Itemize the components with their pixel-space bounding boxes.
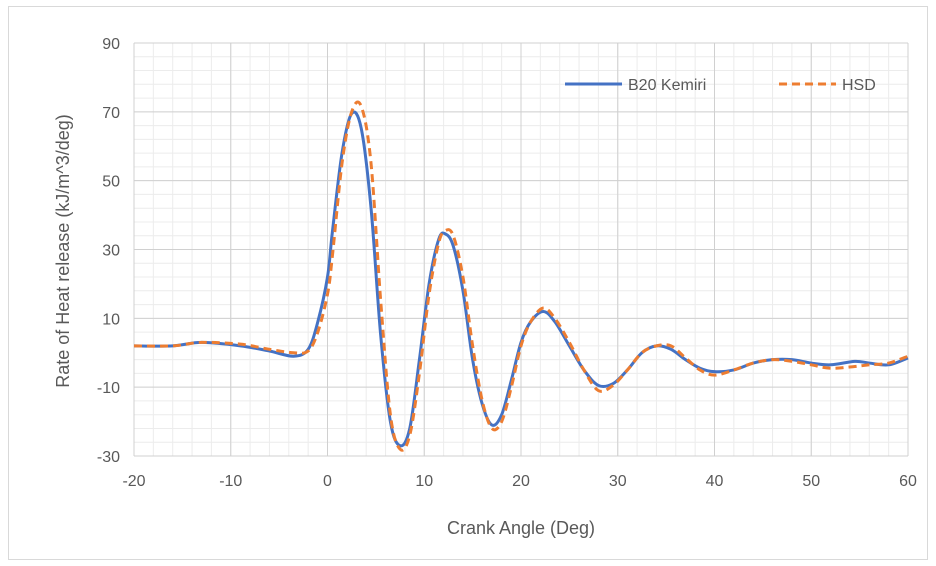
plot-series [133,100,909,452]
x-axis-ticks: -20 -10 0 10 20 30 40 50 60 [122,473,917,490]
legend-label-hsd: HSD [842,77,876,94]
y-tick-label: 30 [102,243,120,260]
x-tick-label: 30 [609,473,627,490]
legend-label-b20-kemiri: B20 Kemiri [628,77,706,94]
x-tick-label: 10 [415,473,433,490]
series-line-b20-kemiri [133,110,909,448]
y-axis-title: Rate of Heat release (kJ/m^3/deg) [53,114,73,388]
x-tick-label: 50 [802,473,820,490]
y-tick-label: -10 [97,380,120,397]
y-tick-label: 50 [102,174,120,191]
x-tick-label: 20 [512,473,530,490]
x-tick-label: 40 [706,473,724,490]
y-tick-label: 10 [102,311,120,328]
x-axis-title: Crank Angle (Deg) [447,518,595,538]
x-tick-label: -10 [219,473,242,490]
y-axis-ticks: -30 -10 10 30 50 70 90 [97,36,120,466]
y-tick-label: -30 [97,449,120,466]
y-tick-label: 90 [102,36,120,53]
x-tick-label: 60 [899,473,917,490]
legend: B20 Kemiri HSD [565,77,876,94]
series-line-hsd [133,100,909,452]
y-tick-label: 70 [102,105,120,122]
x-tick-label: 0 [323,473,332,490]
major-gridlines [133,42,909,457]
x-tick-label: -20 [122,473,145,490]
